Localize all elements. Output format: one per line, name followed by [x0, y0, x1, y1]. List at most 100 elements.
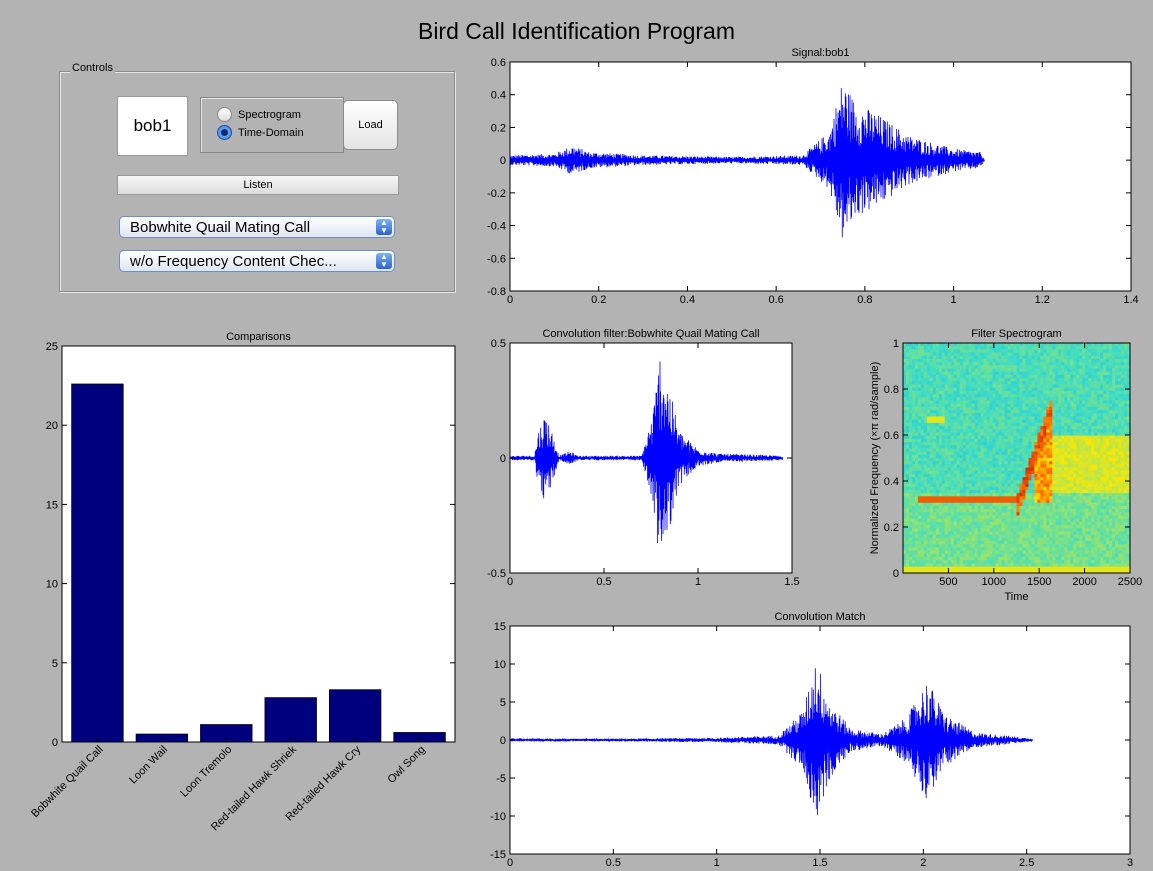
spectrogram-cell [1055, 566, 1059, 571]
spectrogram-cell [1073, 496, 1077, 500]
spectrogram-cell [953, 403, 958, 408]
spectrogram-cell [1007, 560, 1011, 564]
spectrogram-cell [1097, 410, 1101, 414]
spectrogram-cell [1070, 496, 1074, 500]
spectrogram-cell [968, 464, 973, 468]
spectrogram-cell [977, 473, 982, 478]
spectrogram-cell [1001, 528, 1005, 532]
spectrogram-cell [1094, 368, 1098, 373]
mode-select[interactable]: w/o Frequency Content Chec... ▲ ▼ [119, 250, 395, 272]
spectrogram-cell [1055, 448, 1059, 453]
spectrogram-cell [1040, 518, 1044, 523]
spectrogram-cell [959, 394, 964, 398]
spectrogram-cell [944, 352, 949, 357]
spectrogram-cell [1007, 442, 1011, 446]
spectrogram-cell [1079, 499, 1083, 504]
spectrogram-cell [1040, 534, 1044, 539]
spectrogram-cell [968, 432, 973, 437]
spectrogram-cell [1025, 486, 1029, 491]
spectrogram-cell [920, 525, 925, 529]
spectrogram-cell [968, 374, 973, 379]
spectrogram-cell [1076, 432, 1080, 437]
spectrogram-cell [1058, 512, 1062, 516]
spectrogram-cell [1094, 502, 1098, 507]
spectrogram-cell [932, 410, 937, 414]
spectrogram-cell [1076, 563, 1080, 568]
spectrogram-cell [1043, 394, 1047, 398]
spectrogram-cell [962, 368, 967, 373]
spectrogram-cell [1034, 521, 1038, 526]
spectrogram-cell [1043, 461, 1047, 465]
spectrogram-cell [1025, 541, 1029, 545]
spectrogram-cell [1088, 518, 1092, 523]
listen-button[interactable]: Listen [117, 175, 399, 195]
spectrogram-cell [1091, 470, 1095, 475]
spectrogram-cell [956, 390, 961, 395]
spectrogram-cell [944, 563, 949, 568]
spectrogram-cell [953, 531, 958, 536]
spectrogram-cell [992, 406, 996, 411]
spectrogram-cell [1034, 496, 1038, 500]
spectrogram-cell [923, 505, 928, 510]
radio-time-domain[interactable]: Time-Domain [217, 125, 304, 140]
spectrogram-cell [917, 515, 922, 520]
spectrogram-cell [995, 390, 999, 395]
radio-spectrogram[interactable]: Spectrogram [217, 107, 301, 122]
spectrogram-cell [1004, 403, 1008, 408]
spectrogram-cell [1007, 454, 1011, 459]
spectrogram-cell [905, 544, 910, 548]
load-button[interactable]: Load [343, 100, 398, 150]
spectrogram-cell [941, 454, 946, 459]
spectrogram-cell [956, 512, 961, 516]
spectrogram-cell [1025, 569, 1029, 574]
spectrogram-cell [903, 518, 907, 523]
spectrogram-cell [1046, 403, 1050, 408]
spectrogram-cell [1031, 426, 1035, 430]
spectrogram-cell [1028, 557, 1032, 561]
name-field[interactable]: bob1 [117, 96, 188, 156]
spectrogram-cell [926, 448, 931, 453]
spectrogram-cell [1025, 518, 1029, 523]
spectrogram-cell [947, 362, 952, 366]
spectrogram-cell [1055, 419, 1059, 424]
spectrogram-cell [1031, 384, 1035, 389]
spectrogram-cell [917, 448, 922, 453]
spectrogram-cell [905, 416, 910, 421]
spectrogram-cell [903, 397, 907, 401]
spectrogram-cell [1043, 537, 1047, 542]
spectrogram-cell [1016, 499, 1020, 504]
spectrogram-cell [1085, 381, 1089, 385]
spectrogram-cell [977, 390, 982, 395]
spectrogram-cell [1052, 547, 1056, 552]
spectrogram-cell [986, 489, 991, 494]
filter-select[interactable]: Bobwhite Quail Mating Call ▲ ▼ [119, 216, 395, 238]
spectrogram-cell [1037, 464, 1041, 468]
spectrogram-cell [926, 365, 931, 369]
spectrogram-cell [950, 438, 955, 443]
spectrogram-cell [935, 413, 940, 417]
spectrogram-cell [959, 349, 964, 353]
spectrogram-cell [950, 352, 955, 357]
spectrogram-cell [1055, 346, 1059, 350]
spectrogram-cell [1061, 531, 1065, 536]
spectrogram-cell [935, 368, 940, 373]
spectrogram-cell [1019, 521, 1023, 526]
spectrogram-cell [1076, 505, 1080, 510]
spectrogram-cell [974, 553, 979, 558]
spectrogram-cell [1004, 544, 1008, 548]
spectrogram-cell [959, 458, 964, 462]
spectrogram-cell [968, 419, 973, 424]
spectrogram-cell [1082, 429, 1086, 433]
spectrogram-cell [1034, 355, 1038, 360]
spectrogram-cell [905, 461, 910, 465]
spectrogram-cell [1007, 553, 1011, 558]
spectrogram-cell [989, 502, 994, 507]
spectrogram-cell [992, 378, 996, 382]
spectrogram-cell [998, 352, 1002, 357]
spectrogram-cell [992, 435, 996, 440]
spectrogram-cell [1088, 525, 1092, 529]
spectrogram-cell [1040, 473, 1044, 478]
spectrogram-cell [1007, 371, 1011, 376]
spectrogram-cell [1001, 390, 1005, 395]
spectrogram-cell [968, 515, 973, 520]
